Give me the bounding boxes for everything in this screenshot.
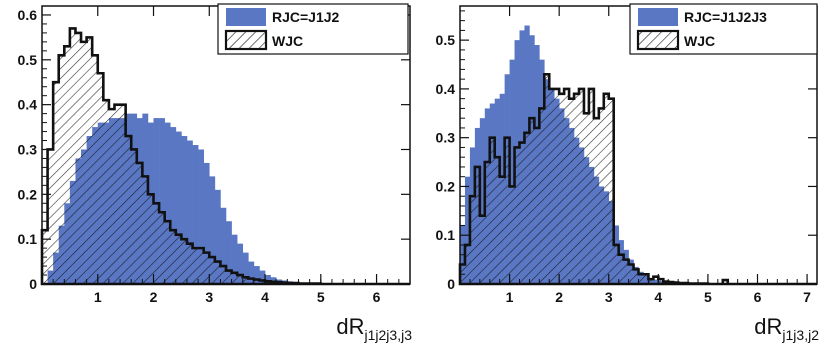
y-tick-label: 0.6 [18, 7, 38, 23]
filled-bar [186, 140, 193, 284]
y-tick-label: 0.4 [18, 97, 38, 113]
filled-bar [237, 243, 244, 284]
filled-bar [203, 162, 210, 284]
hatched-area [42, 28, 410, 284]
x-tick-label: 3 [605, 289, 613, 305]
filled-bar [231, 234, 238, 284]
y-tick-label: 0.1 [18, 231, 38, 247]
x-tick-label: 3 [205, 289, 213, 305]
y-tick-label: 0.5 [18, 52, 38, 68]
x-tick-label: 2 [150, 289, 158, 305]
x-tick-label: 1 [506, 289, 514, 305]
legend-label-hatched: WJC [684, 33, 715, 49]
x-tick-label: 2 [555, 289, 563, 305]
x-tick-label: 4 [654, 289, 662, 305]
left-histogram-panel: 0 0.1 0.2 0.3 0.4 0.5 0.6 1 2 3 4 5 6 dRj1j2j3,j3 RJC=… [18, 3, 412, 343]
y-tick-label: 0.2 [18, 186, 38, 202]
filled-bar [265, 275, 271, 284]
filled-bar [170, 127, 177, 284]
legend-label-filled: RJC=J1J2J3 [684, 9, 767, 25]
x-tick-label: 5 [704, 289, 712, 305]
y-tick-label: 0.3 [18, 141, 38, 157]
filled-bar [242, 252, 249, 284]
x-tick-label: 4 [261, 289, 269, 305]
y-tick-label: 0.2 [436, 178, 456, 194]
filled-bar [159, 118, 165, 284]
filled-bar [209, 176, 216, 284]
filled-bar [198, 149, 204, 284]
x-axis-title: dRj1j2j3,j3 [336, 314, 412, 343]
filled-bar [479, 118, 486, 284]
x-axis-title-main: dR [754, 314, 782, 339]
x-tick-label: 6 [754, 289, 762, 305]
x-tick-label: 1 [94, 289, 102, 305]
x-axis-title-sub: j1j3,j2 [781, 327, 819, 343]
y-tick-label: 0 [447, 276, 455, 292]
filled-bar [220, 207, 227, 284]
filled-bar [226, 221, 232, 284]
filled-bar [259, 270, 266, 284]
filled-bar [464, 176, 471, 284]
legend-swatch-filled [226, 8, 266, 26]
y-tick-label: 0.3 [436, 130, 456, 146]
legend-label-filled: RJC=J1J2 [272, 9, 340, 25]
hatched-area [460, 74, 817, 284]
filled-bar [153, 118, 160, 284]
filled-bar [175, 131, 182, 284]
filled-bar [181, 136, 188, 284]
right-histogram-panel: 0 0.1 0.2 0.3 0.4 0.5 1 2 3 4 5 6 7 dRj1j3,j2 RJC=J1J2… [436, 3, 819, 343]
filled-bar [164, 122, 171, 284]
x-tick-label: 6 [373, 289, 381, 305]
y-tick-label: 0 [29, 276, 37, 292]
legend-swatch-hatched [224, 29, 268, 51]
filled-bar [214, 189, 221, 284]
x-axis-title: dRj1j3,j2 [754, 314, 819, 343]
legend-swatch-filled [638, 8, 678, 26]
y-tick-label: 0.1 [436, 227, 456, 243]
x-tick-label: 5 [317, 289, 325, 305]
y-tick-label: 0.4 [436, 81, 456, 97]
legend-swatch-hatched [636, 29, 680, 51]
x-axis-title-sub: j1j2j3,j3 [364, 327, 413, 343]
y-tick-label: 0.5 [436, 32, 456, 48]
filled-bar [509, 59, 515, 284]
legend-label-hatched: WJC [272, 33, 303, 49]
filled-bar [253, 266, 260, 284]
x-tick-label: 7 [803, 289, 811, 305]
filled-bar [248, 261, 255, 284]
filled-bar [192, 145, 199, 284]
x-axis-title-main: dR [336, 314, 364, 339]
